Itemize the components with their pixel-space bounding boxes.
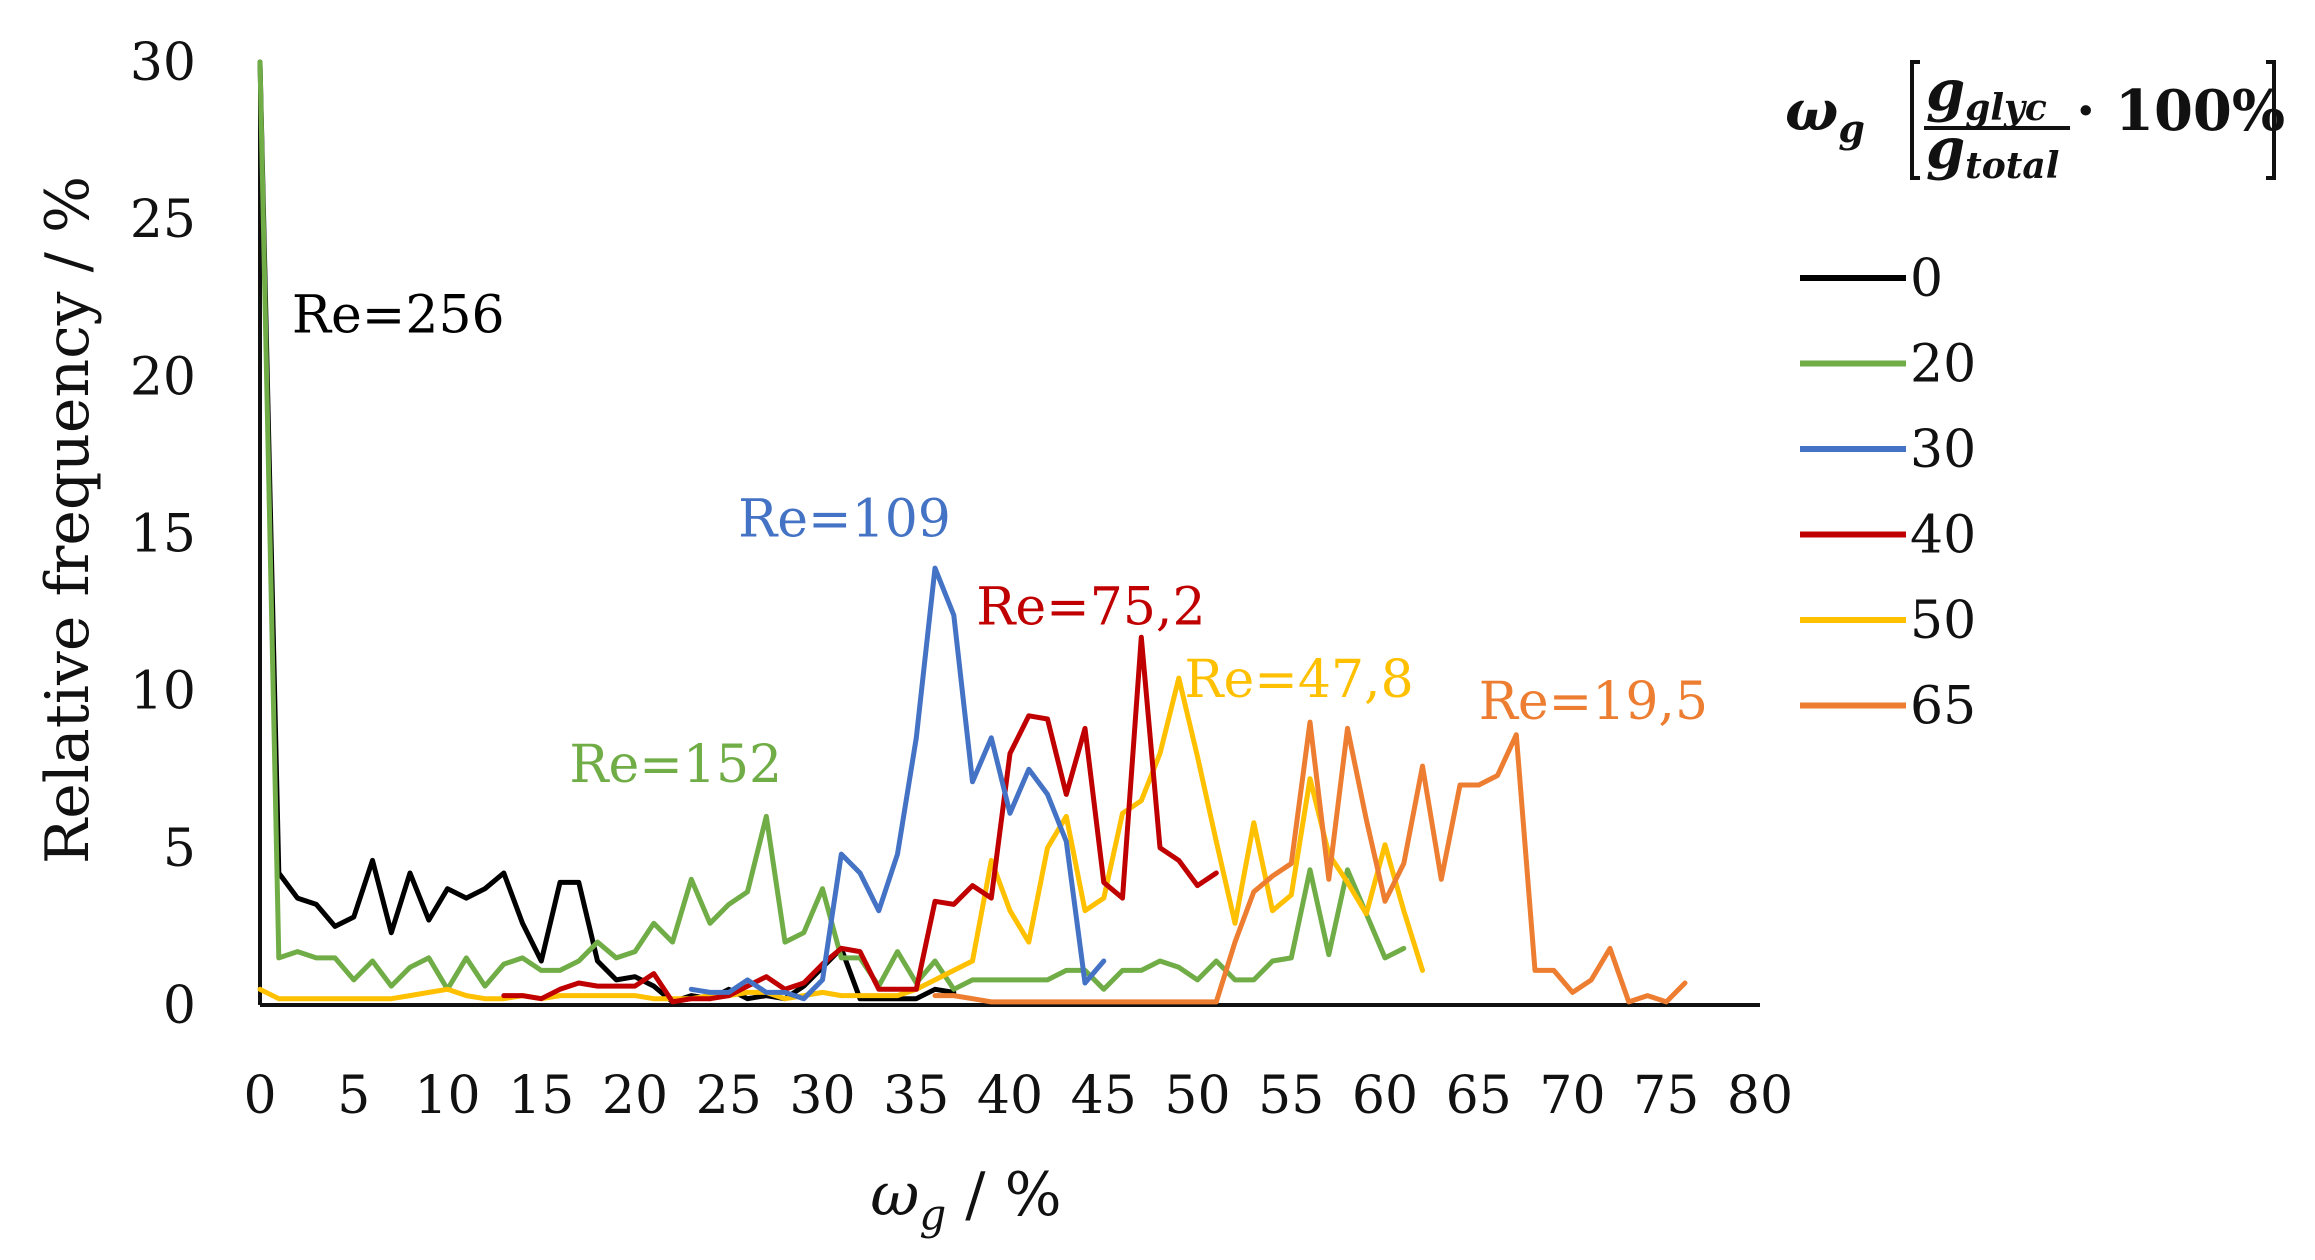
legend-title-numerator: g — [1926, 58, 1965, 124]
y-tick-label: 15 — [130, 505, 196, 565]
svg-text:gglyc: gglyc — [1926, 58, 2047, 129]
x-tick-label: 60 — [1352, 1066, 1418, 1126]
x-tick-label: 75 — [1633, 1066, 1699, 1126]
x-tick-label: 25 — [696, 1066, 762, 1126]
x-tick-label: 80 — [1727, 1066, 1793, 1126]
re-annotations: Re=256 Re=152 Re=109 Re=75,2 Re=47,8 Re=19,5 — [292, 285, 1708, 794]
y-tick-label: 30 — [130, 33, 196, 93]
legend-title-left-bracket — [1910, 60, 1920, 180]
x-tick-label: 45 — [1071, 1066, 1137, 1126]
re-label-0: Re=256 — [292, 285, 505, 345]
x-tick-label: 20 — [602, 1066, 668, 1126]
re-label-50: Re=47,8 — [1184, 650, 1413, 710]
y-tick-label: 0 — [163, 976, 196, 1036]
legend-item-30: 30 — [1800, 420, 1976, 480]
x-tick-label: 30 — [789, 1066, 855, 1126]
svg-text:ωg: ωg — [1785, 78, 1865, 151]
series-line-65 — [932, 719, 1688, 1005]
legend-label: 65 — [1910, 677, 1976, 737]
legend-item-0: 0 — [1800, 249, 1943, 309]
x-axis-title: ωg / % — [870, 1160, 1061, 1239]
legend-title-numerator-subscript: glyc — [1965, 87, 2047, 129]
re-label-65: Re=19,5 — [1479, 672, 1708, 732]
y-tick-label: 5 — [163, 819, 196, 879]
legend-item-20: 20 — [1800, 335, 1976, 395]
x-tick-label: 55 — [1258, 1066, 1324, 1126]
legend-title-symbol: ω — [1785, 78, 1838, 144]
x-tick-label: 35 — [883, 1066, 949, 1126]
re-label-30: Re=109 — [738, 490, 951, 550]
re-label-40: Re=75,2 — [976, 578, 1205, 638]
y-tick-labels: 0 5 10 15 20 25 30 — [130, 33, 196, 1036]
legend-title-denominator: g — [1926, 116, 1965, 182]
legend-title-multiplier: · 100% — [2076, 78, 2285, 144]
x-axis-title-subscript: g — [919, 1190, 946, 1239]
legend-title-symbol-subscript: g — [1838, 106, 1865, 151]
x-tick-label: 15 — [508, 1066, 574, 1126]
svg-text:gtotal: gtotal — [1926, 116, 2059, 187]
x-tick-label: 10 — [414, 1066, 480, 1126]
y-tick-label: 10 — [130, 662, 196, 722]
y-tick-label: 20 — [130, 347, 196, 407]
x-tick-label: 65 — [1446, 1066, 1512, 1126]
legend-label: 30 — [1910, 420, 1976, 480]
legend-title-right-bracket — [2266, 60, 2276, 180]
y-axis-title: Relative frequency / % — [33, 176, 103, 864]
series-line-30 — [688, 565, 1107, 1002]
legend-item-65: 65 — [1800, 677, 1976, 737]
series-lines — [257, 59, 1688, 1005]
legend-label: 40 — [1910, 506, 1976, 566]
x-axis-title-symbol: ω — [870, 1160, 919, 1230]
x-tick-label: 40 — [977, 1066, 1043, 1126]
series-line-40 — [501, 634, 1219, 1005]
legend-title: ωg gglyc gtotal · 100% — [1785, 58, 2285, 187]
y-tick-label: 25 — [130, 190, 196, 250]
x-tick-label: 0 — [243, 1066, 276, 1126]
x-axis-title-unit: / % — [946, 1160, 1061, 1230]
x-tick-label: 50 — [1164, 1066, 1230, 1126]
legend-item-40: 40 — [1800, 506, 1976, 566]
legend-title-denominator-subscript: total — [1965, 145, 2059, 187]
legend-label: 50 — [1910, 591, 1976, 651]
legend-label: 0 — [1910, 249, 1943, 309]
x-tick-label: 70 — [1539, 1066, 1605, 1126]
axes — [258, 62, 1760, 1007]
re-label-20: Re=152 — [569, 735, 782, 795]
legend-item-50: 50 — [1800, 591, 1976, 651]
legend: 0 20 30 40 50 65 — [1800, 249, 1976, 737]
legend-label: 20 — [1910, 335, 1976, 395]
series-line-50 — [257, 675, 1425, 1002]
x-tick-labels: 0 5 10 15 20 25 30 35 40 45 50 55 60 65 70 75 80 — [243, 1066, 1793, 1126]
x-tick-label: 5 — [337, 1066, 370, 1126]
